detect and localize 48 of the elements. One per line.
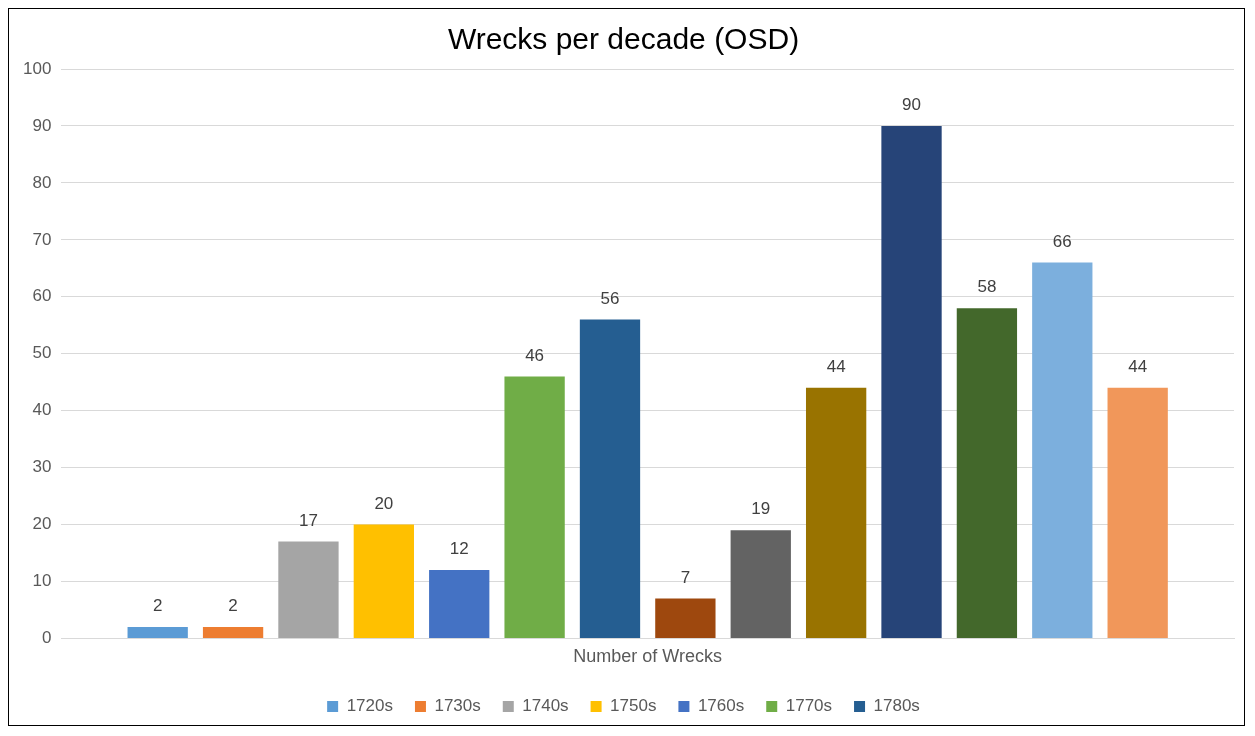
- y-tick-label: 80: [32, 172, 52, 192]
- legend-label: 1770s: [785, 696, 833, 716]
- y-tick-label: 20: [32, 514, 52, 534]
- legend-label: 1740s: [522, 696, 569, 716]
- y-tick-label: 100: [22, 58, 52, 78]
- chart-title: Wrecks per decade (OSD): [447, 22, 800, 56]
- legend-label: 1760s: [697, 696, 745, 716]
- data-label: 66: [1052, 231, 1072, 251]
- y-tick-label: 70: [32, 229, 52, 249]
- data-label: 58: [977, 277, 997, 297]
- bar: [202, 627, 264, 638]
- data-label: 44: [1128, 357, 1148, 377]
- data-label: 12: [449, 539, 469, 559]
- legend-label: 1730s: [434, 696, 481, 716]
- bar: [881, 125, 942, 638]
- y-tick-label: 10: [32, 571, 52, 591]
- data-label: 20: [374, 493, 394, 513]
- bar: [956, 308, 1018, 638]
- data-label: 44: [826, 357, 846, 377]
- y-tick-label: 40: [32, 400, 52, 420]
- y-tick-label: 30: [32, 457, 52, 477]
- y-tick-label: 90: [32, 115, 52, 135]
- bar: [127, 627, 188, 638]
- bar: [353, 524, 414, 638]
- data-label: 17: [298, 510, 318, 530]
- data-label: 7: [680, 567, 691, 587]
- bar: [278, 541, 339, 638]
- bar: [429, 570, 490, 638]
- data-label: 2: [152, 596, 163, 616]
- legend-label: 1780s: [873, 696, 920, 716]
- y-tick-label: 60: [32, 286, 52, 306]
- legend-label: 1720s: [346, 696, 393, 716]
- bar: [1032, 262, 1093, 638]
- data-label: 90: [902, 95, 921, 115]
- y-tick-label: 50: [32, 343, 52, 363]
- bar: [805, 387, 867, 638]
- bar: [730, 530, 791, 638]
- bar: [1107, 387, 1168, 638]
- legend-label: 1750s: [610, 696, 657, 716]
- data-label: 46: [525, 345, 545, 365]
- data-label: 56: [600, 288, 620, 308]
- bar: [504, 376, 565, 638]
- x-tick-label: Number of Wrecks: [573, 646, 723, 667]
- bar: [579, 319, 641, 638]
- y-tick-label: 0: [41, 628, 52, 648]
- data-label: 19: [751, 499, 771, 519]
- bar: [655, 598, 716, 638]
- data-label: 2: [228, 596, 238, 616]
